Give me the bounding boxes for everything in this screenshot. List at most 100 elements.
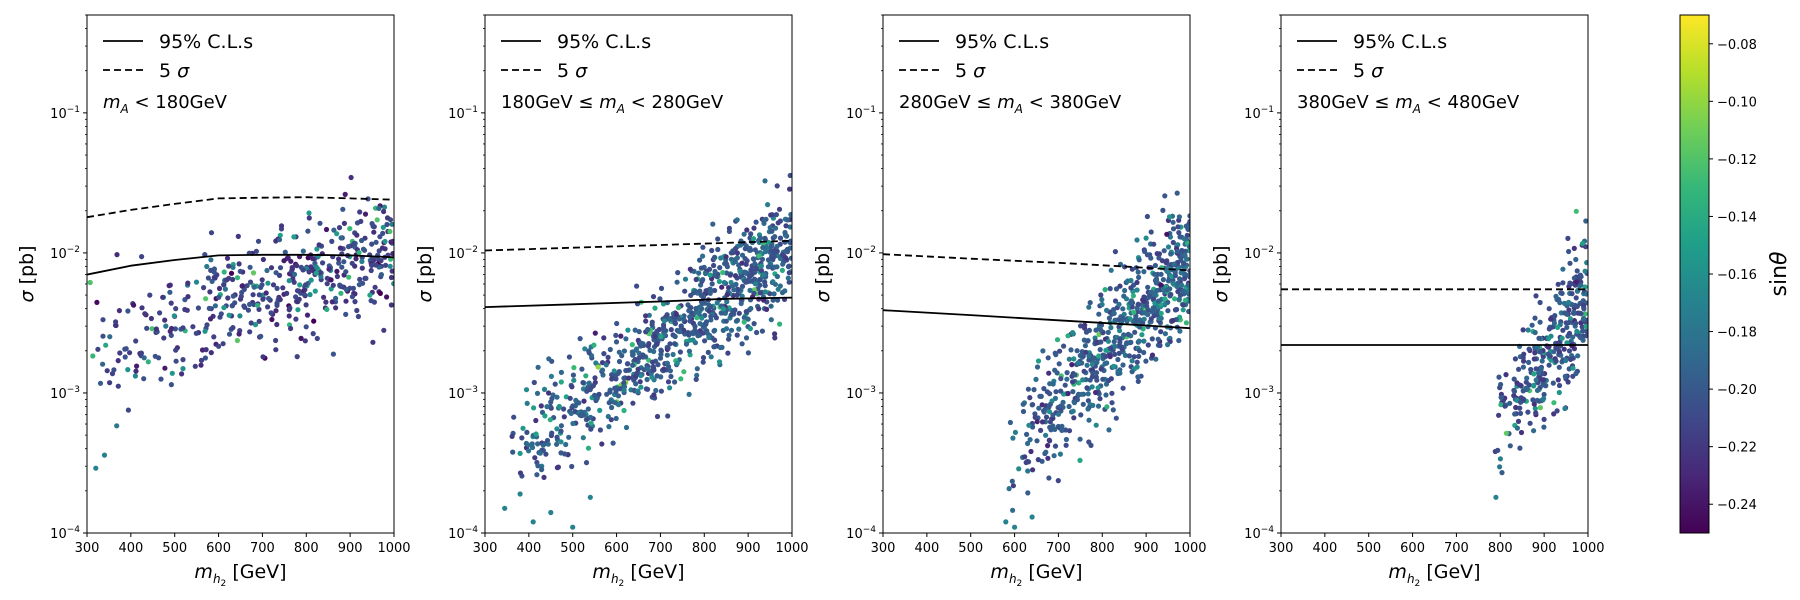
scatter-point: [212, 303, 218, 309]
scatter-point: [87, 279, 93, 286]
scatter-point: [1077, 436, 1083, 442]
scatter-point: [1541, 424, 1547, 430]
scatter-point: [1566, 248, 1572, 255]
scatter-point: [757, 290, 764, 296]
scatter-point: [1585, 300, 1588, 306]
scatter-point: [294, 299, 300, 305]
scatter-point: [323, 226, 330, 233]
scatter-point: [544, 404, 550, 410]
scatter-point: [273, 308, 279, 314]
scatter-point: [309, 265, 315, 271]
scatter-point: [776, 206, 783, 212]
scatter-point: [1564, 340, 1570, 346]
scatter-point: [329, 238, 335, 244]
scatter-point: [343, 298, 349, 304]
scatter-point: [590, 383, 597, 389]
scatter-point: [566, 434, 572, 440]
scatter-point: [288, 325, 294, 332]
scatter-point: [381, 204, 388, 210]
scatter-point: [1507, 443, 1513, 449]
scatter-point: [107, 334, 113, 340]
scatter-point: [380, 230, 386, 236]
scatter-point: [256, 292, 262, 298]
scatter-point: [1165, 244, 1172, 250]
scatter-point: [1175, 242, 1181, 248]
scatter-point: [192, 363, 198, 369]
scatter-point: [343, 286, 349, 292]
scatter-point: [743, 261, 749, 267]
scatter-point: [1147, 293, 1153, 299]
scatter-point: [1143, 235, 1149, 241]
scatter-point: [658, 374, 664, 380]
scatter-point: [700, 244, 706, 250]
scatter-point: [699, 306, 705, 312]
scatter-point: [264, 267, 270, 274]
scatter-point: [336, 260, 342, 266]
scatter-point: [1184, 232, 1190, 238]
scatter-point: [1573, 256, 1579, 263]
scatter-point: [678, 323, 684, 330]
scatter-point: [245, 307, 251, 313]
scatter-point: [773, 225, 779, 231]
scatter-point: [605, 354, 611, 360]
scatter-point: [712, 287, 718, 294]
scatter-point: [1010, 435, 1016, 441]
scatter-point: [762, 235, 768, 241]
scatter-point: [1141, 316, 1147, 322]
scatter-point: [786, 279, 792, 285]
scatter-point: [1006, 486, 1012, 492]
scatter-point: [123, 346, 129, 352]
scatter-point: [593, 360, 599, 366]
scatter-point: [1141, 338, 1147, 344]
scatter-point: [561, 406, 567, 412]
scatter-point: [1134, 305, 1140, 311]
scatter-point: [1028, 448, 1034, 455]
scatter-point: [1539, 358, 1545, 364]
scatter-point: [354, 232, 360, 238]
scatter-point: [1070, 389, 1076, 395]
scatter-point: [300, 248, 306, 254]
plot-frame: [882, 14, 1191, 534]
scatter-point: [1117, 283, 1123, 289]
scatter-point: [230, 264, 236, 270]
scatter-point: [1524, 375, 1530, 381]
scatter-point: [1578, 282, 1584, 288]
scatter-point: [288, 258, 294, 264]
scatter-point: [273, 337, 279, 344]
scatter-point: [1122, 352, 1128, 358]
scatter-point: [204, 322, 210, 328]
scatter-point: [211, 334, 217, 340]
scatter-point: [1185, 226, 1190, 232]
scatter-point: [1061, 343, 1067, 349]
scatter-point: [250, 270, 257, 276]
scatter-point: [694, 329, 700, 336]
scatter-point: [734, 250, 741, 256]
scatter-point: [1516, 366, 1522, 372]
scatter-point: [1120, 315, 1126, 322]
scatter-point: [1029, 402, 1035, 408]
x-tick-label: 1000: [377, 541, 410, 556]
scatter-point: [1536, 370, 1542, 376]
panels: 300 400 500 600 700 800 900 1000 10−4 10−3 10−2 10−…: [16, 14, 1605, 589]
scatter-point: [1578, 311, 1584, 317]
scatter-point: [741, 315, 747, 321]
scatter-point: [1561, 346, 1567, 352]
scatter-point: [526, 448, 532, 454]
scatter-point: [762, 249, 769, 255]
scatter-point: [1533, 410, 1539, 416]
scatter-point: [1561, 300, 1568, 306]
scatter-point: [777, 235, 784, 241]
scatter-point: [569, 384, 575, 390]
scatter-point: [583, 373, 589, 379]
x-tick-label: 500: [162, 541, 187, 556]
scatter-point: [558, 439, 564, 445]
scatter-point: [1104, 404, 1110, 410]
scatter-point: [1129, 358, 1135, 364]
scatter-point: [1131, 309, 1137, 315]
scatter-point: [132, 373, 138, 379]
scatter-point: [1537, 299, 1543, 306]
scatter-point: [1063, 436, 1069, 443]
scatter-point: [1177, 276, 1183, 282]
scatter-point: [100, 361, 106, 367]
